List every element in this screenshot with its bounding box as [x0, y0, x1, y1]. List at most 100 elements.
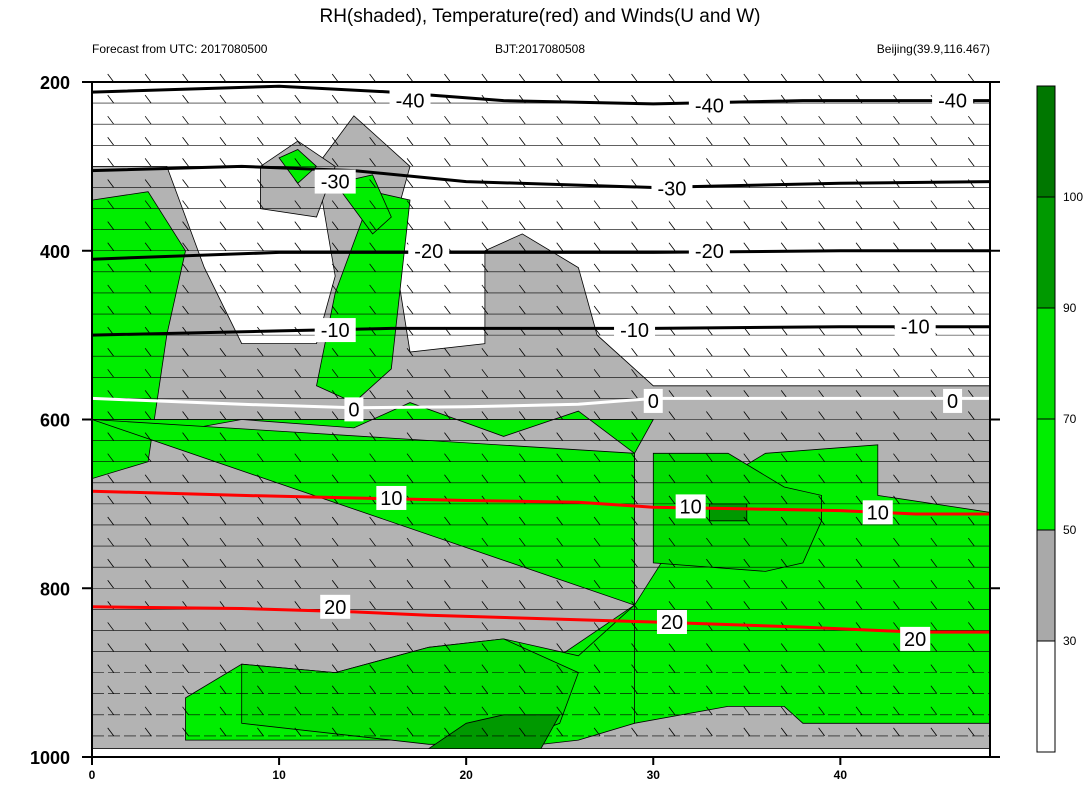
contour-label-box-16: [320, 594, 351, 619]
wind-barb: [107, 221, 115, 230]
wind-barb: [257, 685, 264, 694]
wind-barb: [706, 305, 713, 315]
wind-barb: [818, 474, 825, 484]
wind-barb: [481, 685, 489, 694]
wind-barb: [668, 411, 676, 420]
wind-barb: [668, 495, 676, 505]
wind-barb: [182, 727, 189, 737]
wind-barb: [107, 685, 115, 694]
plot-area: -40 -40 -40 -30 -30 -20 -20 -10 -10 -10 0 0 0 10 10 10 2…: [30, 73, 1000, 782]
wind-barb: [743, 263, 751, 273]
x-tick-label-20: 20: [459, 768, 473, 782]
wind-barb: [144, 622, 152, 631]
wind-barb: [631, 453, 638, 462]
wind-barb: [556, 601, 564, 610]
wind-barb: [855, 495, 863, 505]
wind-barb: [668, 242, 676, 251]
wind-barb: [107, 495, 115, 505]
wind-barb: [518, 221, 526, 230]
wind-barb: [518, 305, 526, 315]
wind-barb: [331, 453, 339, 462]
wind-barb: [930, 347, 938, 357]
wind-barb: [893, 453, 900, 462]
wind-barb: [743, 706, 751, 716]
wind-barb: [518, 347, 526, 357]
wind-barb: [780, 516, 788, 526]
contour-label-3: -30: [321, 172, 350, 194]
wind-barb: [406, 305, 414, 315]
wind-barb: [818, 495, 825, 505]
wind-barb: [967, 137, 975, 146]
wind-barb: [369, 537, 376, 547]
wind-barb: [631, 94, 638, 104]
wind-barb: [631, 601, 638, 610]
wind-barb: [444, 305, 451, 315]
wind-barb: [144, 179, 152, 188]
wind-barb: [556, 158, 564, 167]
location-subtitle: Beijing(39.9,116.467): [877, 42, 990, 56]
wind-barb: [518, 727, 526, 737]
wind-barb: [743, 347, 751, 357]
wind-barb: [144, 137, 152, 146]
wind-barb: [144, 369, 152, 378]
wind-barb: [855, 580, 863, 589]
wind-barb: [406, 580, 414, 589]
wind-barb: [967, 115, 975, 125]
wind-barb: [780, 474, 788, 484]
wind-barb: [444, 347, 451, 357]
wind-barb: [967, 432, 975, 441]
wind-barb: [144, 242, 152, 251]
temperature-contour-0: [91, 396, 990, 410]
wind-barb: [631, 580, 638, 589]
wind-barb: [144, 495, 152, 505]
wind-barb: [668, 432, 676, 441]
wind-barb: [556, 284, 564, 294]
wind-barb: [182, 221, 189, 230]
wind-barb: [967, 284, 975, 294]
contour-label-10: 0: [348, 399, 359, 421]
wind-barb: [893, 664, 900, 673]
wind-barb: [444, 558, 451, 568]
wind-barb: [182, 474, 189, 484]
wind-barb: [182, 284, 189, 294]
contour-label-15: 10: [867, 502, 889, 524]
wind-barb: [369, 347, 376, 357]
wind-barb: [481, 137, 489, 146]
wind-barb: [481, 390, 489, 399]
wind-barb: [818, 137, 825, 146]
wind-barb: [706, 411, 713, 420]
wind-barb: [257, 200, 264, 209]
wind-barb: [369, 558, 376, 568]
wind-barb: [294, 622, 302, 631]
wind-barb: [257, 158, 264, 167]
contour-label-2: -40: [938, 91, 967, 113]
wind-barb: [593, 516, 601, 526]
wind-barb: [331, 516, 339, 526]
wind-barb: [930, 284, 938, 294]
wind-barb: [481, 643, 489, 652]
wind-barb: [780, 664, 788, 673]
wind-barb: [294, 432, 302, 441]
wind-barb: [818, 326, 825, 336]
wind-barb: [481, 242, 489, 251]
wind-barb: [219, 158, 227, 167]
wind-barb: [967, 411, 975, 420]
wind-barb: [967, 158, 975, 167]
wind-barb: [631, 284, 638, 294]
wind-barb: [481, 580, 489, 589]
wind-barb: [294, 706, 302, 716]
wind-barb: [406, 516, 414, 526]
wind-barb: [631, 516, 638, 526]
wind-barb: [893, 137, 900, 146]
wind-barb: [257, 558, 264, 568]
wind-barb: [967, 263, 975, 273]
wind-barb: [107, 706, 115, 716]
wind-barb: [556, 390, 564, 399]
wind-barb: [668, 474, 676, 484]
wind-barb: [518, 390, 526, 399]
wind-barb: [818, 537, 825, 547]
wind-barb: [780, 73, 788, 83]
wind-barb: [668, 643, 676, 652]
contour-label-box-14: [675, 494, 706, 519]
wind-barb: [406, 453, 414, 462]
